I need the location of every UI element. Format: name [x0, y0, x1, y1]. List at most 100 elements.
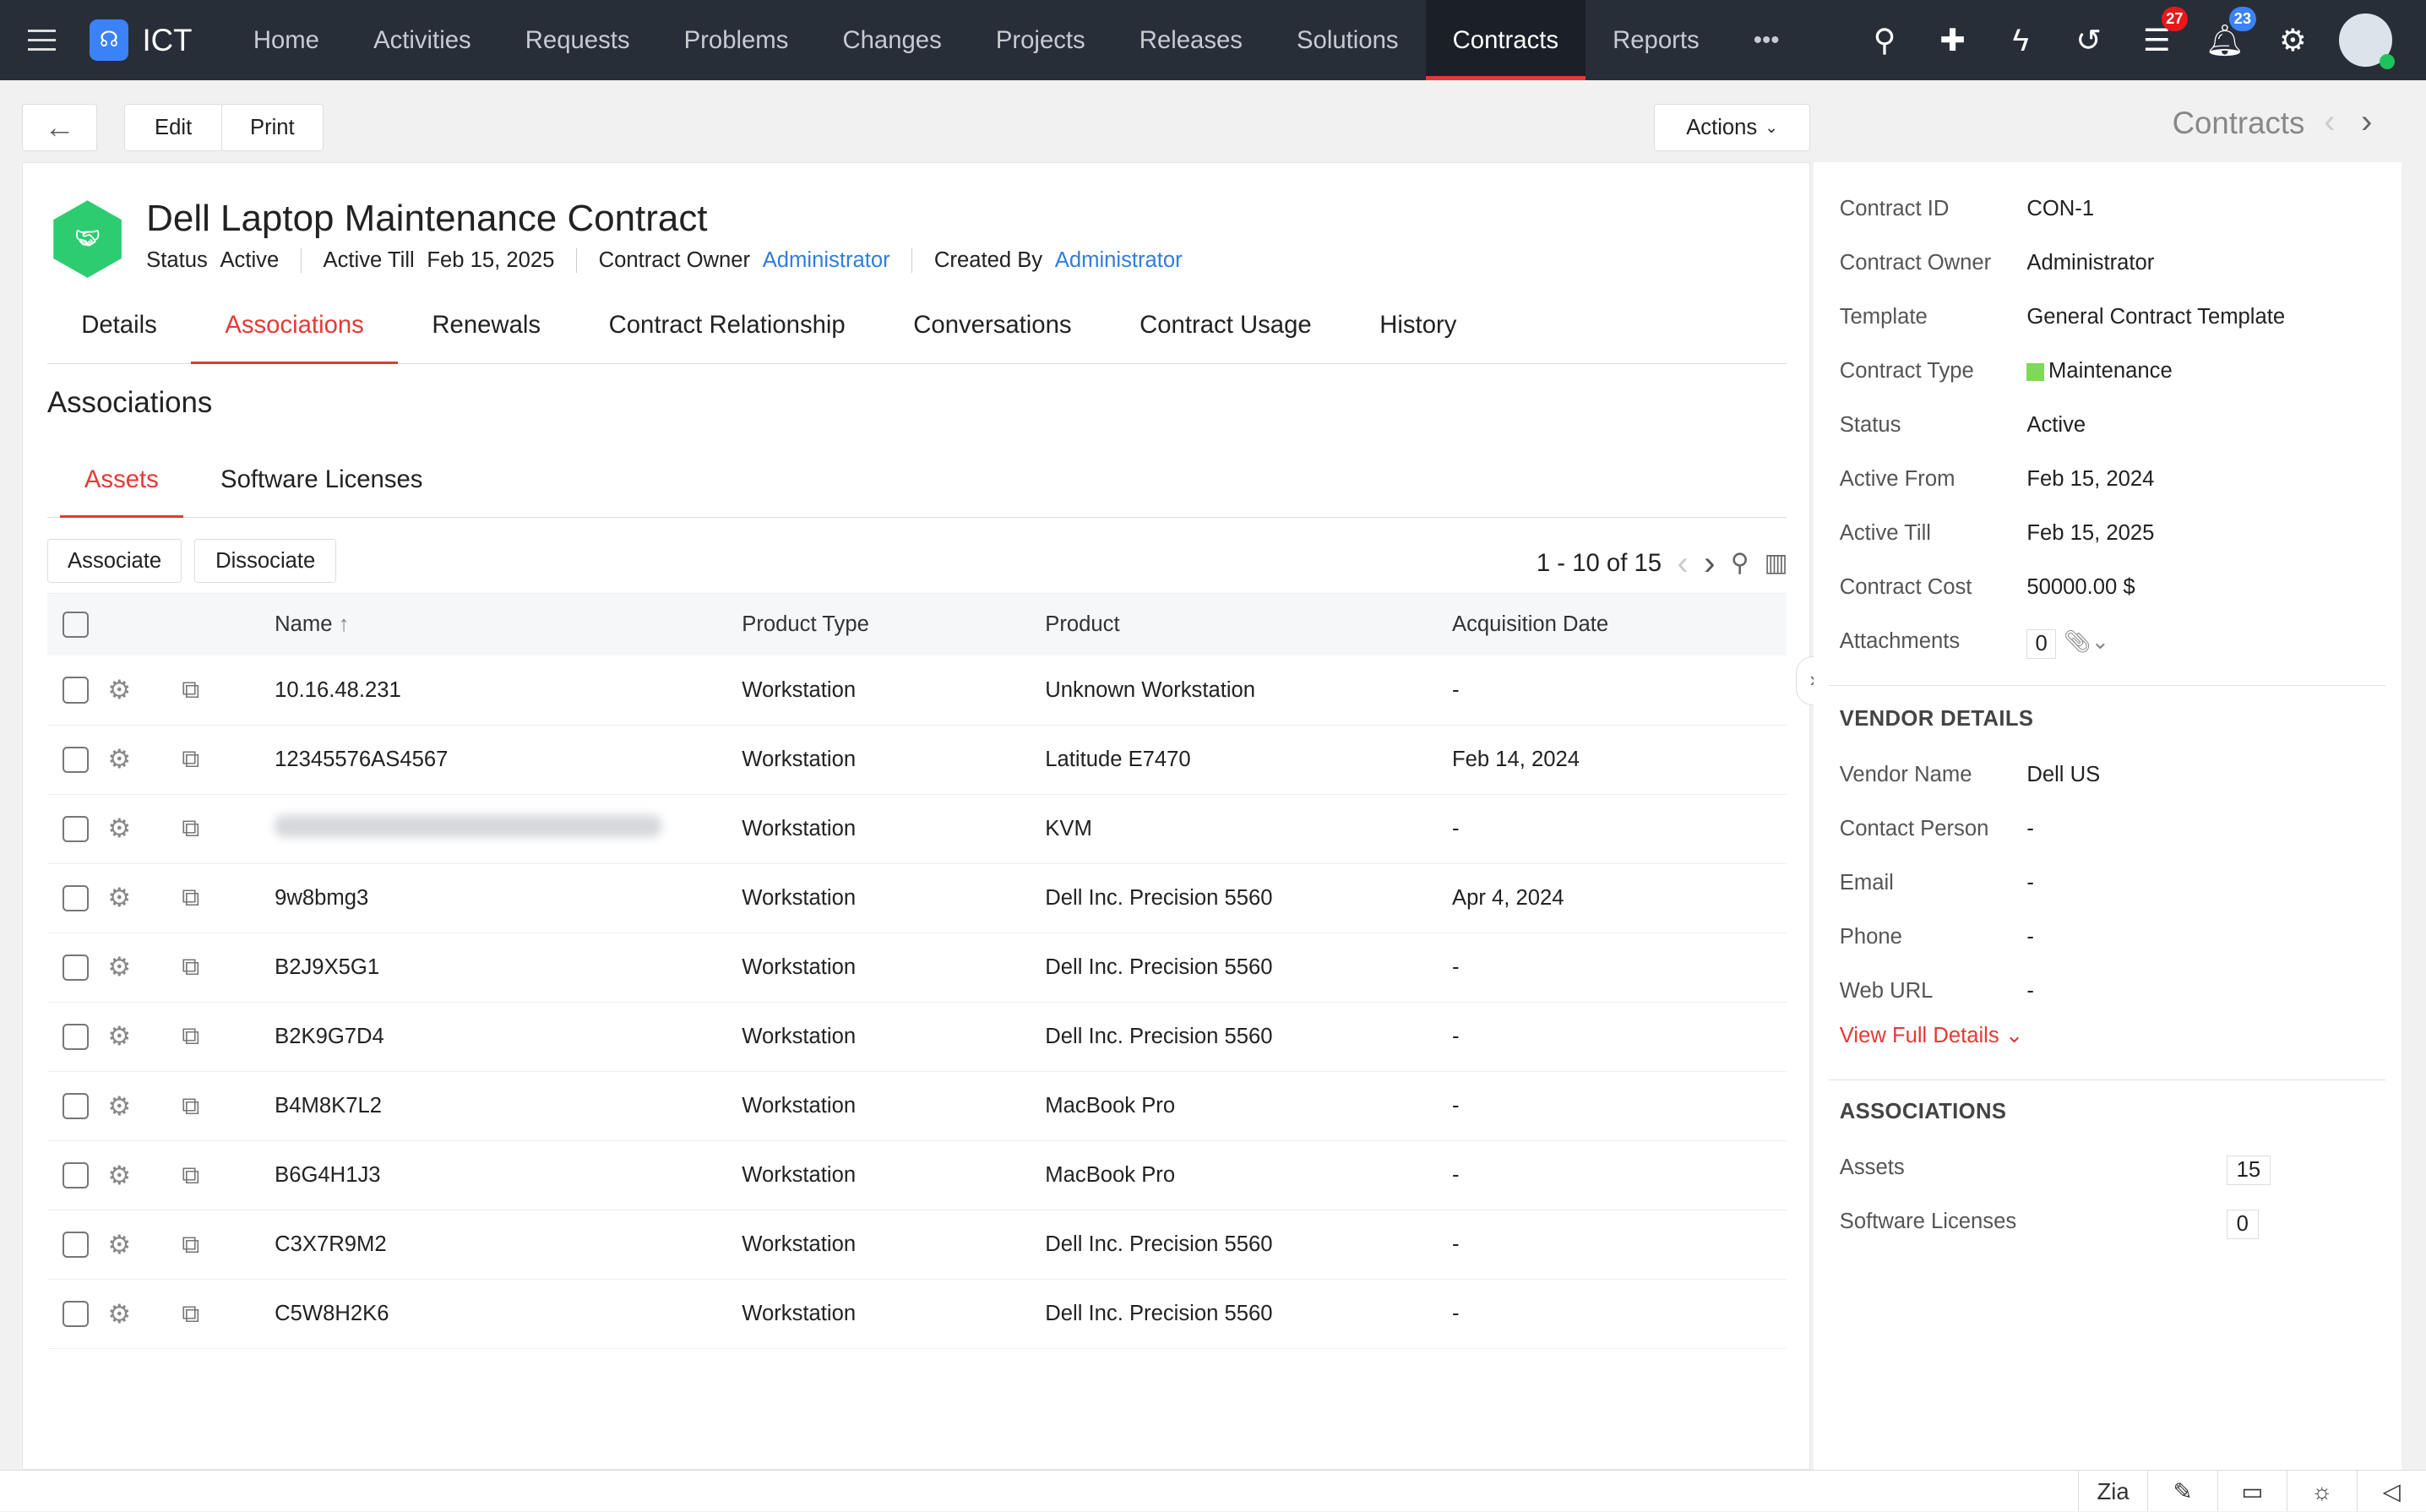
row-checkbox[interactable]	[63, 1092, 90, 1120]
table-row[interactable]: ⚙ ⧉ B2K9G7D4 Workstation Dell Inc. Preci…	[46, 1002, 1787, 1073]
row-checkbox[interactable]	[63, 954, 90, 981]
next-page-icon[interactable]: ›	[1704, 543, 1716, 582]
row-checkbox[interactable]	[63, 884, 90, 911]
nav-problems[interactable]: Problems	[683, 26, 789, 54]
asset-name[interactable]: 12345576AS4567	[273, 725, 741, 795]
select-all-checkbox[interactable]	[63, 612, 90, 639]
view-full-details-link[interactable]: View Full Details ⌄	[1840, 1023, 2024, 1048]
owner-link[interactable]: Administrator	[762, 248, 890, 273]
back-button[interactable]: ←	[21, 103, 98, 152]
gear-icon[interactable]: ⚙	[107, 1090, 132, 1121]
prev-record-icon[interactable]: ‹	[2324, 101, 2336, 140]
gear-icon[interactable]: ⚙	[107, 1229, 132, 1259]
asset-name[interactable]: C3X7R9M2	[273, 1210, 741, 1281]
row-checkbox[interactable]	[63, 1023, 90, 1051]
paperclip-icon[interactable]: 📎︎⌄	[2064, 630, 2110, 655]
row-checkbox[interactable]	[63, 746, 90, 773]
gear-icon[interactable]: ⚙	[107, 1298, 132, 1329]
column-settings-icon[interactable]: ▥	[1764, 549, 1788, 578]
tab-contract-usage[interactable]: Contract Usage	[1140, 311, 1312, 340]
gear-icon[interactable]: ⚙	[107, 883, 132, 913]
subtab-software-licenses[interactable]: Software Licenses	[220, 465, 423, 494]
open-external-icon[interactable]: ⧉	[182, 676, 200, 704]
table-row[interactable]: ⚙ ⧉ 9w8bmg3 Workstation Dell Inc. Precis…	[46, 863, 1787, 933]
nav-contracts[interactable]: Contracts	[1425, 0, 1586, 81]
gear-icon[interactable]: ⚙	[107, 1021, 132, 1052]
asset-name[interactable]: B6G4H1J3	[273, 1140, 741, 1211]
gear-icon[interactable]: ⚙	[107, 675, 132, 704]
open-external-icon[interactable]: ⧉	[182, 1299, 200, 1328]
tab-associations[interactable]: Associations	[191, 302, 399, 365]
gear-icon[interactable]: ⚙	[2279, 23, 2307, 58]
table-row[interactable]: ⚙ ⧉ 10.16.48.231 Workstation Unknown Wor…	[46, 655, 1787, 726]
open-external-icon[interactable]: ⧉	[182, 884, 200, 912]
table-row[interactable]: ⚙ ⧉ Workstation KVM -	[46, 794, 1787, 864]
associate-button[interactable]: Associate	[46, 539, 182, 583]
gear-icon[interactable]: ⚙	[107, 813, 132, 844]
tab-contract-relationship[interactable]: Contract Relationship	[608, 311, 846, 340]
row-checkbox[interactable]	[63, 677, 90, 704]
dissociate-button[interactable]: Dissociate	[193, 539, 337, 583]
association-assets[interactable]: Assets 15	[1840, 1156, 2271, 1185]
row-checkbox[interactable]	[63, 1232, 90, 1259]
created-by-link[interactable]: Administrator	[1054, 248, 1183, 273]
prev-page-icon[interactable]: ‹	[1677, 543, 1689, 582]
avatar[interactable]	[2339, 14, 2396, 70]
edit-button[interactable]: Edit	[123, 103, 223, 152]
notes-icon[interactable]: ✎	[2147, 1471, 2217, 1512]
asset-name[interactable]: B2J9X5G1	[273, 933, 741, 1003]
asset-name[interactable]: B2K9G7D4	[273, 1002, 741, 1073]
open-external-icon[interactable]: ⧉	[182, 953, 200, 982]
table-row[interactable]: ⚙ ⧉ B2J9X5G1 Workstation Dell Inc. Preci…	[46, 933, 1787, 1003]
open-external-icon[interactable]: ⧉	[182, 745, 200, 774]
next-record-icon[interactable]: ›	[2361, 101, 2373, 140]
asset-name[interactable]: 9w8bmg3	[273, 863, 741, 933]
open-external-icon[interactable]: ⧉	[182, 1230, 200, 1259]
lightning-icon[interactable]: ϟ	[2012, 22, 2029, 57]
table-row[interactable]: ⚙ ⧉ B4M8K7L2 Workstation MacBook Pro -	[46, 1071, 1787, 1142]
nav-more[interactable]: •••	[1753, 26, 1780, 54]
actions-dropdown[interactable]: Actions ⌄	[1653, 103, 1810, 152]
nav-solutions[interactable]: Solutions	[1297, 26, 1399, 54]
table-row[interactable]: ⚙ ⧉ C3X7R9M2 Workstation Dell Inc. Preci…	[46, 1210, 1787, 1281]
bell-icon[interactable]: 🔔︎ 23	[2191, 6, 2260, 58]
history-icon[interactable]: ↺	[2075, 23, 2102, 58]
column-product-type[interactable]: Product Type	[740, 593, 1044, 656]
open-external-icon[interactable]: ⧉	[182, 1091, 200, 1120]
search-icon[interactable]: ⚲	[1730, 549, 1749, 578]
chat-icon[interactable]: ▭	[2217, 1471, 2287, 1512]
announcement-icon[interactable]: ◁	[2356, 1471, 2426, 1512]
asset-name[interactable]: 10.16.48.231	[273, 655, 741, 726]
nav-projects[interactable]: Projects	[995, 26, 1085, 54]
new-ticket-icon[interactable]: ✚	[1939, 23, 1966, 58]
search-icon[interactable]: ⚲	[1873, 23, 1896, 58]
row-checkbox[interactable]	[63, 815, 90, 842]
tab-details[interactable]: Details	[81, 311, 157, 340]
column-acquisition-date[interactable]: Acquisition Date	[1450, 593, 1787, 656]
nav-reports[interactable]: Reports	[1613, 26, 1700, 54]
menu-icon[interactable]	[27, 29, 56, 52]
nav-activities[interactable]: Activities	[373, 26, 471, 54]
zia-icon[interactable]: Zia	[2077, 1471, 2147, 1512]
nav-requests[interactable]: Requests	[525, 26, 630, 54]
open-external-icon[interactable]: ⧉	[182, 1161, 200, 1189]
tab-conversations[interactable]: Conversations	[913, 311, 1072, 340]
open-external-icon[interactable]: ⧉	[182, 1022, 200, 1051]
open-external-icon[interactable]: ⧉	[182, 814, 200, 843]
gear-icon[interactable]: ⚙	[107, 952, 132, 982]
asset-name[interactable]: C5W8H2K6	[273, 1279, 741, 1350]
tab-renewals[interactable]: Renewals	[432, 311, 541, 340]
print-button[interactable]: Print	[220, 103, 324, 152]
asset-name[interactable]	[273, 794, 741, 864]
lightbulb-icon[interactable]: ☼	[2287, 1471, 2356, 1512]
table-row[interactable]: ⚙ ⧉ 12345576AS4567 Workstation Latitude …	[46, 725, 1787, 795]
nav-changes[interactable]: Changes	[842, 26, 942, 54]
tasks-icon[interactable]: ☰ 27	[2123, 6, 2191, 58]
gear-icon[interactable]: ⚙	[107, 744, 132, 775]
table-row[interactable]: ⚙ ⧉ B6G4H1J3 Workstation MacBook Pro -	[46, 1140, 1787, 1211]
association-software-licenses[interactable]: Software Licenses 0	[1840, 1210, 2259, 1239]
table-row[interactable]: ⚙ ⧉ C5W8H2K6 Workstation Dell Inc. Preci…	[46, 1279, 1787, 1350]
asset-name[interactable]: B4M8K7L2	[273, 1071, 741, 1142]
gear-icon[interactable]: ⚙	[107, 1160, 132, 1190]
row-checkbox[interactable]	[63, 1301, 90, 1328]
